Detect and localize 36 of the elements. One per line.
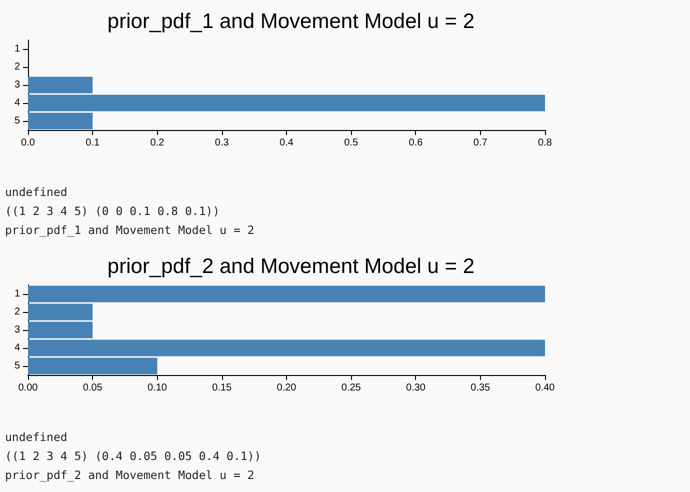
text: ((1 2 3 4 5) (0.4 0.05 0.05 0.4 0.1))	[5, 448, 262, 465]
text: undefined	[5, 429, 68, 446]
chart-title: prior_pdf_1 and Movement Model u = 2	[107, 10, 475, 33]
x-tick-label: 0.6	[408, 138, 424, 148]
text: prior_pdf_1 and Movement Model u = 2	[5, 222, 256, 239]
y-tick-label: 2	[14, 62, 20, 72]
y-tick-label: 3	[14, 80, 20, 90]
y-tick-label: 3	[14, 324, 20, 336]
chart-title: prior_pdf_2 and Movement Model u = 2	[107, 255, 475, 278]
x-tick-label: 0.35	[470, 382, 491, 394]
x-tick-label: 0.1	[86, 138, 100, 148]
y-tick-label: 4	[14, 98, 20, 108]
y-tick-label: 1	[14, 44, 20, 54]
x-tick-label: 0.15	[212, 382, 232, 394]
y-tick-label: 1	[14, 288, 20, 300]
x-tick-label: 0.00	[18, 382, 38, 394]
y-tick-label: 5	[14, 116, 20, 126]
y-tick-label: 4	[14, 342, 20, 354]
x-tick-label: 0.3	[214, 138, 230, 148]
y-tick-label: 2	[14, 306, 20, 318]
text: ((1 2 3 4 5) (0 0 0.1 0.8 0.1))	[5, 203, 221, 220]
text: prior_pdf_2 and Movement Model u = 2	[5, 467, 256, 484]
x-tick-label: 0.2	[150, 138, 165, 148]
x-tick-label: 0.7	[473, 138, 488, 148]
x-tick-label: 0.0	[21, 138, 36, 148]
y-tick-label: 5	[14, 360, 20, 372]
x-tick-label: 0.10	[148, 382, 168, 394]
x-tick-label: 0.4	[280, 138, 294, 148]
x-tick-label: 0.5	[344, 138, 359, 148]
x-tick-label: 0.05	[82, 382, 103, 394]
x-tick-label: 0.8	[538, 138, 552, 148]
x-tick-label: 0.40	[535, 382, 556, 394]
text: undefined	[5, 184, 68, 201]
x-tick-label: 0.20	[276, 382, 297, 394]
x-tick-label: 0.30	[406, 382, 426, 394]
x-tick-label: 0.25	[341, 382, 362, 394]
